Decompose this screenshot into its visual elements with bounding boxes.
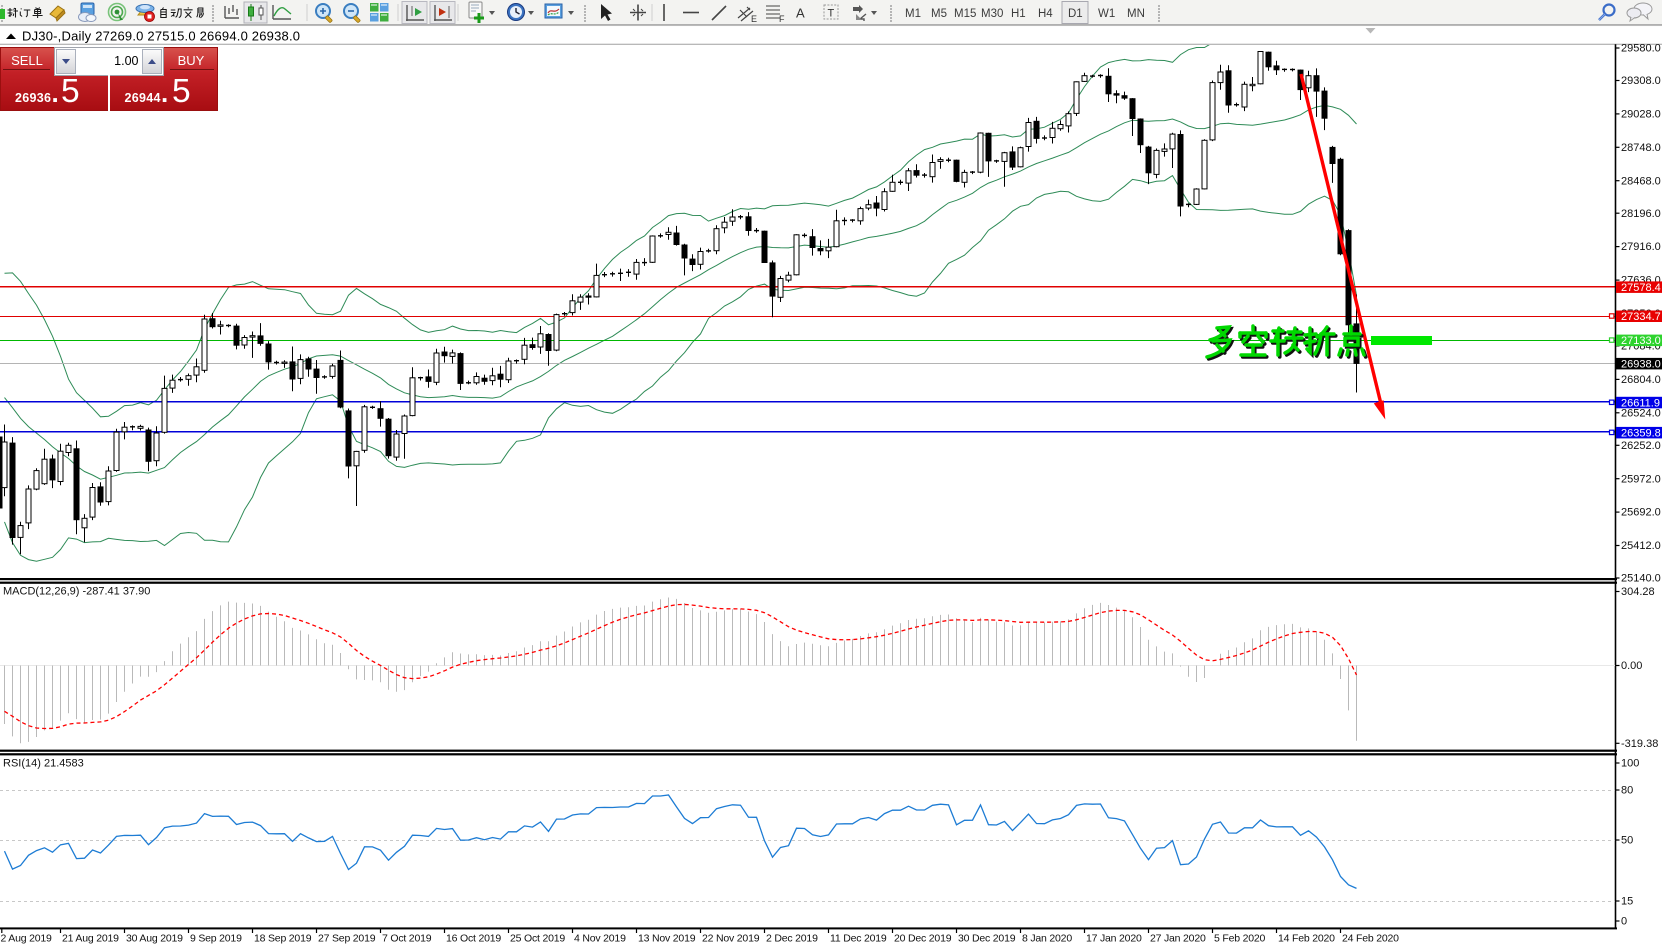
svg-text:80: 80 [1621,785,1633,797]
svg-text:21 Aug 2019: 21 Aug 2019 [62,933,119,945]
svg-text:29308.0: 29308.0 [1621,75,1661,87]
svg-text:22 Nov 2019: 22 Nov 2019 [702,933,760,945]
svg-text:M15: M15 [954,8,976,20]
svg-text:29028.0: 29028.0 [1621,109,1661,121]
svg-text:27133.0: 27133.0 [1621,335,1661,347]
svg-text:26611.9: 26611.9 [1621,397,1660,409]
svg-text:26359.8: 26359.8 [1621,427,1661,439]
svg-text:27578.4: 27578.4 [1621,282,1661,294]
svg-text:30 Dec 2019: 30 Dec 2019 [958,933,1016,945]
svg-text:25972.0: 25972.0 [1621,473,1661,485]
svg-text:M1: M1 [905,8,921,20]
svg-text:E: E [751,14,757,24]
svg-text:15: 15 [1621,896,1633,908]
svg-text:H1: H1 [1011,8,1026,20]
svg-text:F: F [779,14,785,24]
svg-text:0: 0 [1621,916,1627,928]
svg-text:4 Nov 2019: 4 Nov 2019 [574,933,626,945]
svg-text:28468.0: 28468.0 [1621,175,1661,187]
svg-text:26524.0: 26524.0 [1621,407,1661,419]
svg-text:20 Dec 2019: 20 Dec 2019 [894,933,952,945]
svg-text:17 Jan 2020: 17 Jan 2020 [1086,933,1142,945]
svg-text:M5: M5 [931,8,947,20]
svg-text:18 Sep 2019: 18 Sep 2019 [254,933,312,945]
svg-text:2 Dec 2019: 2 Dec 2019 [766,933,818,945]
svg-text:8 Jan 2020: 8 Jan 2020 [1022,933,1072,945]
svg-text:50: 50 [1621,835,1633,847]
svg-text:W1: W1 [1098,8,1115,20]
svg-text:304.28: 304.28 [1621,586,1655,598]
svg-text:D1: D1 [1068,8,1083,20]
svg-text:100: 100 [1621,758,1639,770]
svg-text:DJ30-,Daily 27269.0 27515.0 2: DJ30-,Daily 27269.0 27515.0 26694.0 2693… [22,29,300,44]
svg-text:5 Feb 2020: 5 Feb 2020 [1214,933,1265,945]
svg-text:13 Nov 2019: 13 Nov 2019 [638,933,696,945]
svg-text:27334.7: 27334.7 [1621,311,1661,323]
svg-text:2 Aug 2019: 2 Aug 2019 [1,933,52,945]
svg-text:26252.0: 26252.0 [1621,440,1661,452]
svg-text:-319.38: -319.38 [1621,738,1658,750]
svg-text:26938.0: 26938.0 [1621,358,1661,370]
svg-text:25140.0: 25140.0 [1621,573,1661,585]
svg-text:T: T [828,8,835,20]
svg-text:11 Dec 2019: 11 Dec 2019 [830,933,887,945]
svg-text:25692.0: 25692.0 [1621,507,1661,519]
svg-text:0.00: 0.00 [1621,660,1642,672]
svg-text:24 Feb 2020: 24 Feb 2020 [1342,933,1399,945]
svg-text:25412.0: 25412.0 [1621,540,1661,552]
svg-text:M30: M30 [981,8,1003,20]
svg-text:27916.0: 27916.0 [1621,241,1661,253]
svg-text:25 Oct 2019: 25 Oct 2019 [510,933,565,945]
svg-text:A: A [796,6,805,21]
svg-text:7 Oct 2019: 7 Oct 2019 [382,933,432,945]
svg-text:27 Jan 2020: 27 Jan 2020 [1150,933,1206,945]
svg-text:H4: H4 [1038,8,1053,20]
svg-text:RSI(14) 21.4583: RSI(14) 21.4583 [3,758,84,770]
svg-text:26804.0: 26804.0 [1621,374,1661,386]
svg-text:28748.0: 28748.0 [1621,142,1661,154]
svg-text:30 Aug 2019: 30 Aug 2019 [126,933,183,945]
svg-text:MACD(12,26,9) -287.41 37.90: MACD(12,26,9) -287.41 37.90 [3,586,150,598]
svg-text:16 Oct 2019: 16 Oct 2019 [446,933,501,945]
svg-text:14 Feb 2020: 14 Feb 2020 [1278,933,1335,945]
svg-text:27 Sep 2019: 27 Sep 2019 [318,933,376,945]
svg-text:28196.0: 28196.0 [1621,208,1661,220]
svg-text:9 Sep 2019: 9 Sep 2019 [190,933,242,945]
svg-text:MN: MN [1127,8,1145,20]
svg-text:29580.0: 29580.0 [1621,43,1661,55]
